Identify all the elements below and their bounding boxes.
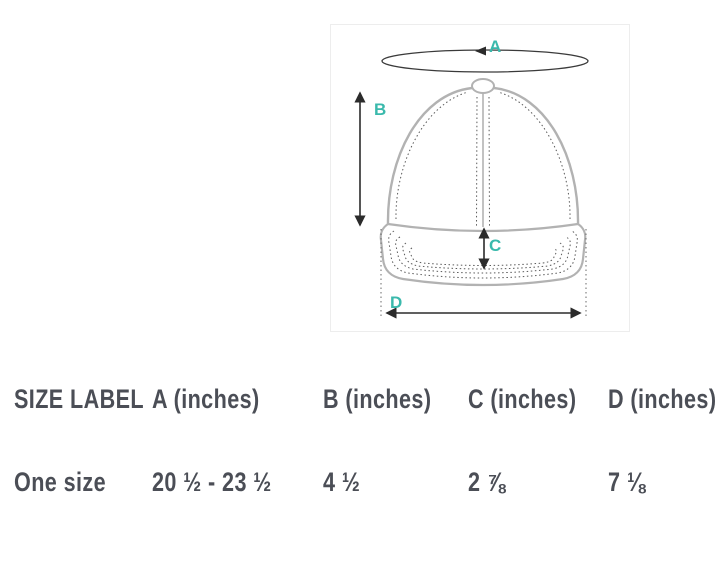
size-label-value: One size bbox=[14, 467, 107, 497]
measurement-a-value: 20 ½ - 23 ½ bbox=[152, 467, 272, 497]
measurement-c-value: 2 ⅞ bbox=[468, 467, 506, 497]
cap-button bbox=[471, 78, 495, 94]
crown-stitching bbox=[395, 91, 571, 228]
brim-stitching bbox=[388, 230, 578, 279]
label-c: C bbox=[489, 236, 501, 255]
col-header-size-label: SIZE LABEL bbox=[14, 384, 145, 414]
label-d: D bbox=[390, 293, 402, 312]
head-circumference-ellipse bbox=[381, 46, 589, 73]
hat-measurement-diagram: A bbox=[330, 24, 630, 332]
arrowhead-a-icon bbox=[475, 46, 486, 56]
cap-brim bbox=[379, 223, 587, 287]
col-header-c: C (inches) bbox=[468, 384, 577, 414]
label-b: B bbox=[374, 100, 386, 119]
measurement-d-value: 7 ⅛ bbox=[608, 467, 646, 497]
col-header-a: A (inches) bbox=[152, 384, 260, 414]
label-a: A bbox=[489, 37, 501, 56]
width-guide-lines bbox=[380, 229, 587, 319]
cap-crown bbox=[386, 78, 580, 233]
col-header-b: B (inches) bbox=[323, 384, 432, 414]
col-header-d: D (inches) bbox=[608, 384, 717, 414]
cap-diagram-svg: A bbox=[354, 37, 589, 319]
measurement-b-value: 4 ½ bbox=[323, 467, 361, 497]
